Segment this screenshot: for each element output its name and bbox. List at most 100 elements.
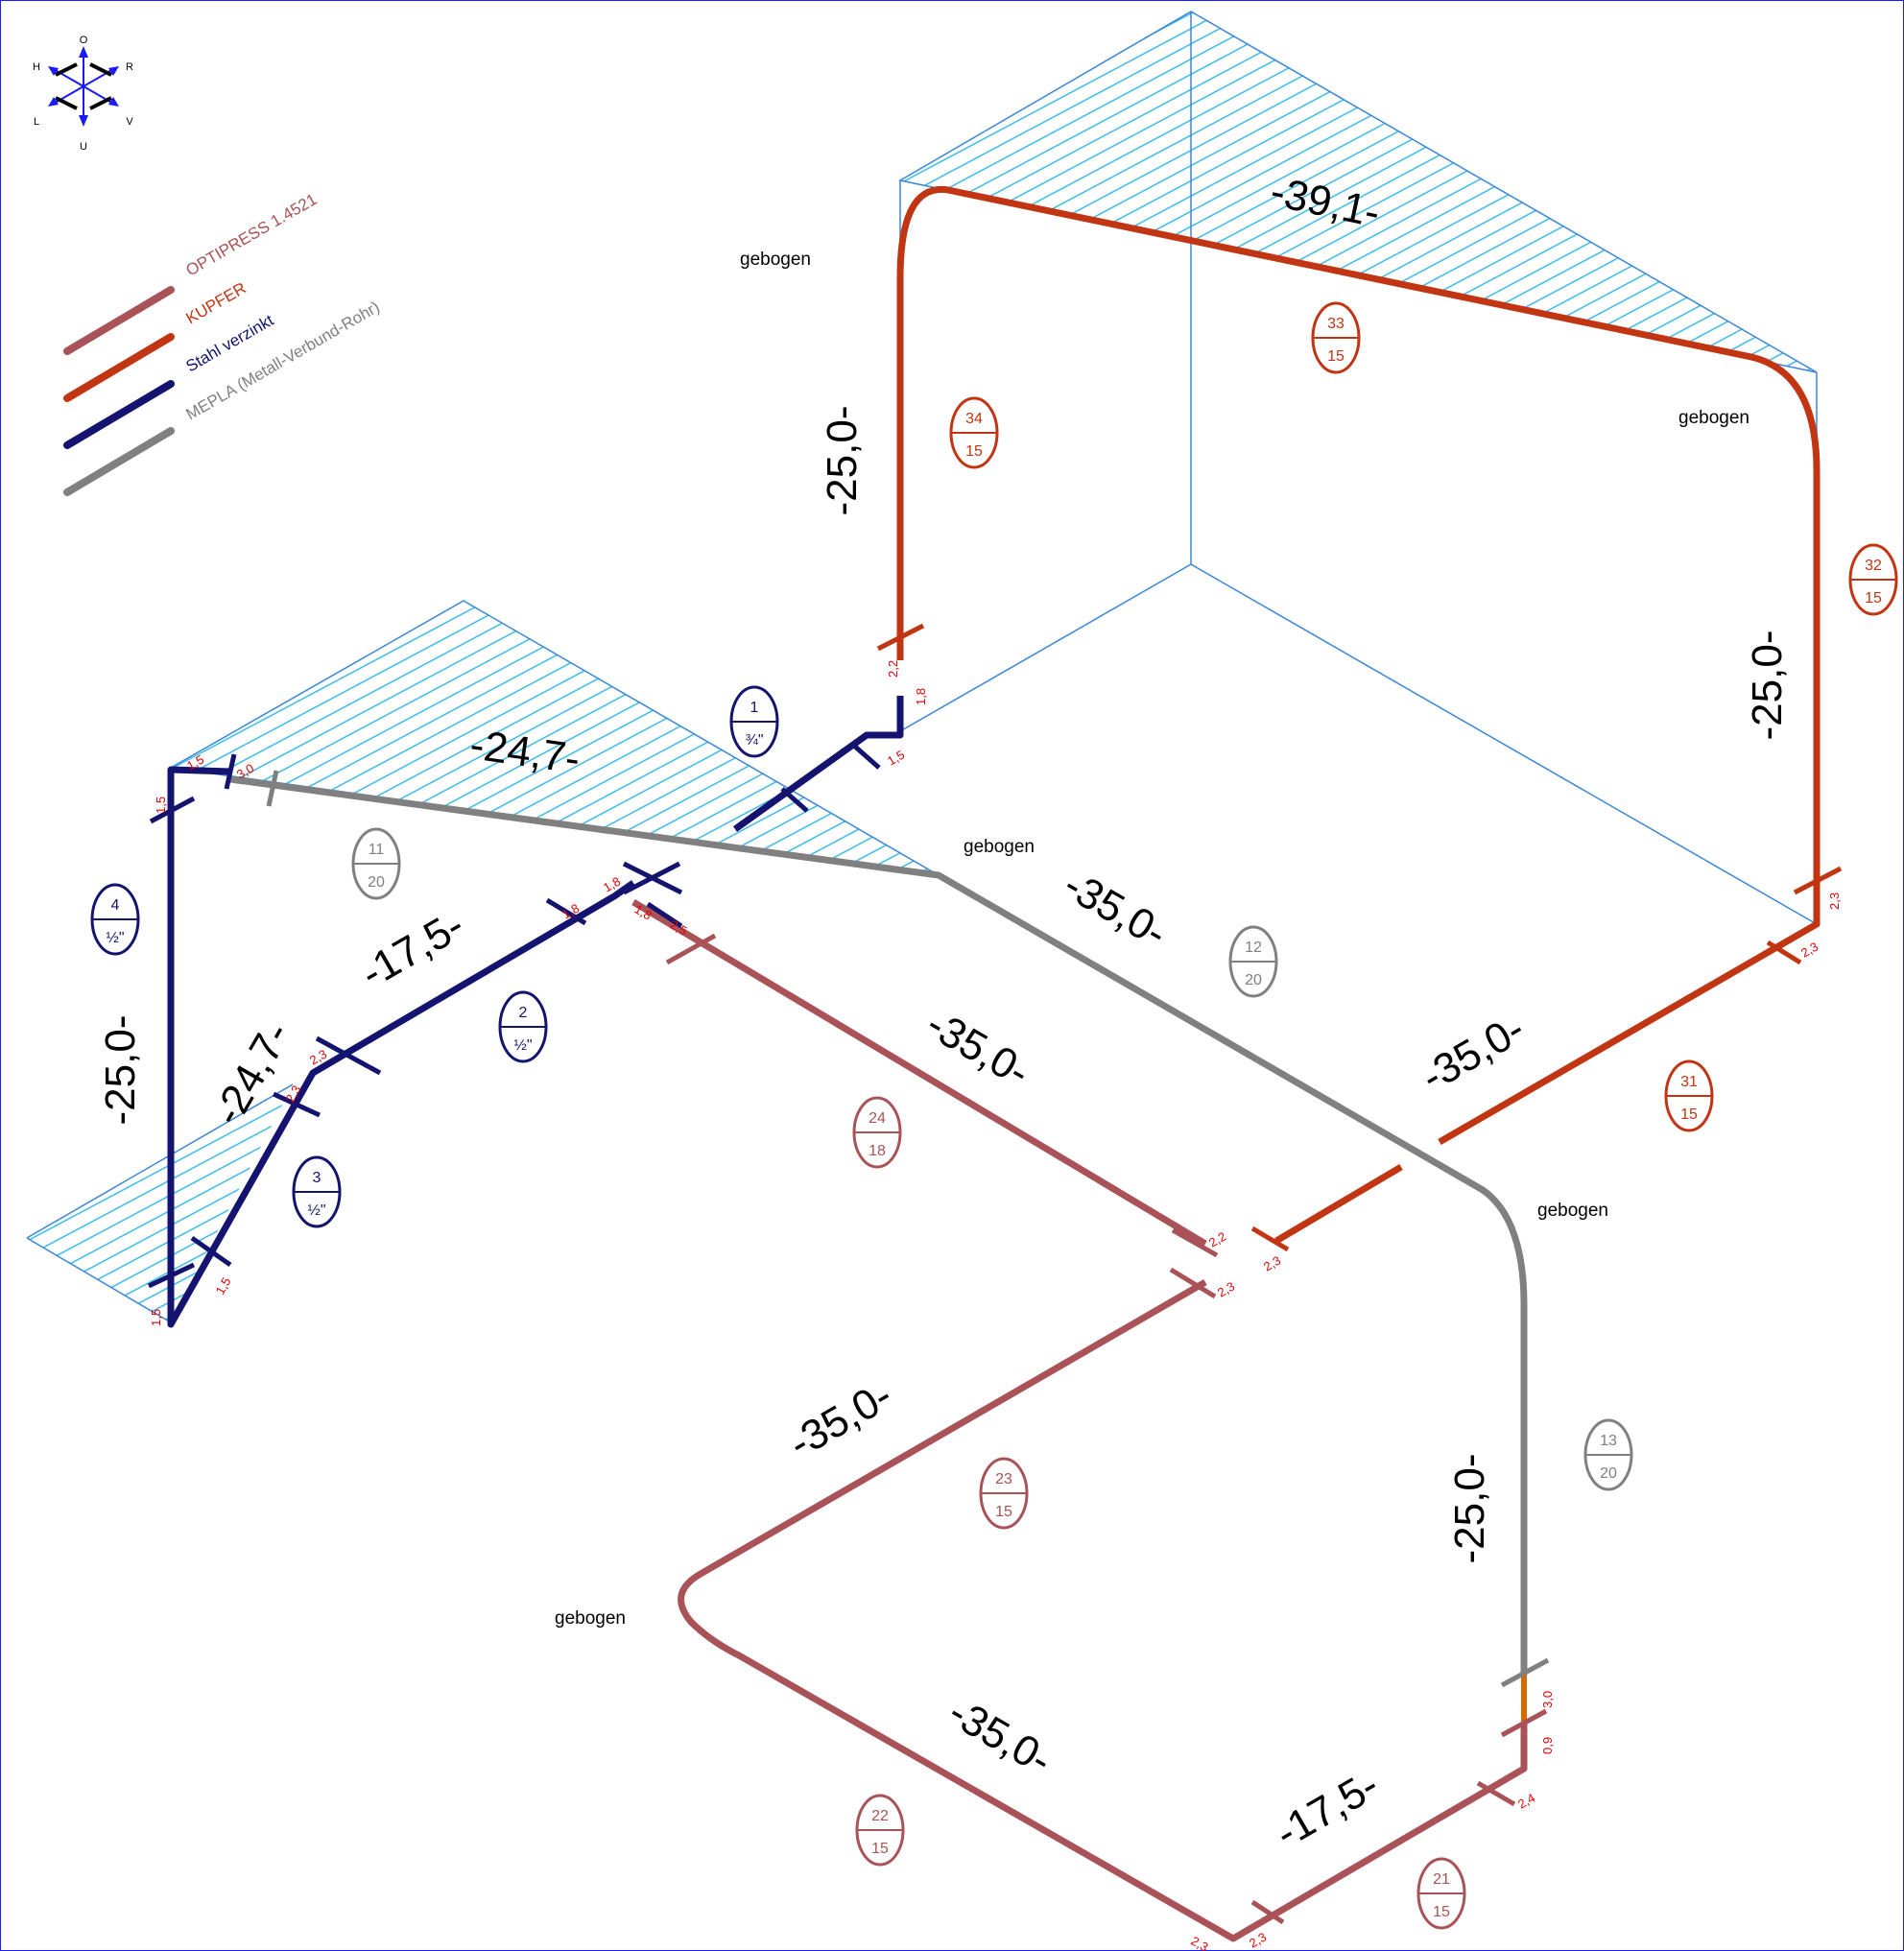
fitting-label: 2,3 bbox=[1827, 892, 1842, 910]
pipe-mepla-main bbox=[229, 775, 1528, 1675]
pipe-stahl-main bbox=[167, 766, 636, 1328]
segment-dimension: ½" bbox=[106, 930, 124, 946]
fitting-label: 0,9 bbox=[1540, 1737, 1555, 1754]
note-gebogen: gebogen bbox=[1537, 1201, 1608, 1221]
fitting-label: 2,3 bbox=[1261, 1253, 1283, 1274]
pipe-kupfer-main bbox=[896, 185, 1821, 1146]
direction-compass: O U H L R V bbox=[33, 35, 133, 153]
segment-number: 4 bbox=[111, 897, 120, 914]
dimension-label: -25,0- bbox=[97, 1015, 144, 1126]
fitting-label: 1,8 bbox=[914, 688, 928, 705]
segment-number: 33 bbox=[1327, 316, 1345, 332]
dimension-label: -17,5- bbox=[1268, 1761, 1387, 1857]
compass-label-o: O bbox=[80, 35, 88, 46]
fitting-label: 2,4 bbox=[1515, 1791, 1537, 1812]
bend-notes: gebogen gebogen gebogen gebogen gebogen bbox=[555, 250, 1749, 1629]
segment-number: 34 bbox=[965, 411, 983, 427]
dimension-label: -35,0- bbox=[781, 1371, 900, 1467]
segment-marker-2: 2 ½" bbox=[498, 990, 548, 1063]
legend-swatch-kupfer bbox=[63, 333, 175, 402]
compass-label-u: U bbox=[80, 141, 87, 153]
segment-number: 3 bbox=[313, 1170, 321, 1186]
dimension-label: -25,0- bbox=[1446, 1454, 1493, 1564]
offset-plane-top bbox=[897, 11, 1818, 925]
segment-dimension: 15 bbox=[1433, 1904, 1450, 1920]
fitting-label: 2,2 bbox=[886, 660, 900, 678]
segment-marker-24: 24 18 bbox=[852, 1096, 902, 1169]
legend-swatch-mepla bbox=[63, 427, 175, 496]
compass-label-r: R bbox=[126, 61, 133, 73]
offset-plane-left bbox=[26, 600, 940, 1323]
compass-label-l: L bbox=[34, 116, 39, 128]
segment-number: 1 bbox=[750, 700, 759, 716]
segment-marker-13: 13 20 bbox=[1583, 1418, 1633, 1491]
segment-dimension: 15 bbox=[1865, 590, 1882, 607]
segment-number: 23 bbox=[995, 1471, 1012, 1487]
fitting-label: 2,2 bbox=[1206, 1229, 1228, 1250]
dimension-label: -25,0- bbox=[1744, 631, 1791, 741]
segment-number: 22 bbox=[871, 1808, 889, 1824]
legend-swatch-stahl bbox=[63, 380, 175, 449]
pipe-optipress-lower bbox=[678, 1278, 1528, 1942]
segment-dimension: ¾" bbox=[745, 732, 763, 749]
segment-dimension: 20 bbox=[1245, 972, 1262, 988]
segment-number: 24 bbox=[869, 1110, 886, 1127]
fitting-label: 1,5 bbox=[885, 748, 907, 769]
segment-number: 12 bbox=[1245, 940, 1262, 956]
pipe-optipress-upper bbox=[631, 898, 1207, 1248]
segment-dimension: 18 bbox=[869, 1143, 886, 1159]
segment-marker-31: 31 15 bbox=[1664, 1059, 1714, 1132]
fitting-label: 2,3 bbox=[1189, 1934, 1211, 1951]
segment-marker-4: 4 ½" bbox=[90, 883, 140, 956]
segment-marker-1: 1 ¾" bbox=[729, 685, 779, 758]
segment-number: 2 bbox=[519, 1005, 528, 1021]
pipe-stahl-riser bbox=[732, 696, 904, 832]
dimension-label: -35,0- bbox=[1056, 861, 1175, 957]
pipe-network bbox=[167, 185, 1821, 1942]
fitting-label: 1,5 bbox=[154, 797, 168, 814]
dimension-label: -35,0- bbox=[1414, 1005, 1533, 1101]
note-gebogen: gebogen bbox=[740, 250, 811, 270]
segment-number: 11 bbox=[369, 842, 385, 858]
fitting-label: 2,3 bbox=[1247, 1930, 1269, 1951]
fitting-label: 2,3 bbox=[1215, 1279, 1237, 1300]
legend-label-kupfer: KUPFER bbox=[183, 279, 250, 328]
segment-marker-11: 11 20 bbox=[351, 827, 401, 900]
segment-marker-21: 21 15 bbox=[1416, 1857, 1466, 1930]
segment-marker-23: 23 15 bbox=[979, 1457, 1029, 1530]
segment-dimension: 20 bbox=[1600, 1465, 1617, 1482]
legend-label-optipress: OPTIPRESS 1.4521 bbox=[183, 190, 321, 279]
fitting-label: 1,5 bbox=[213, 1274, 234, 1297]
dimension-label: -35,0- bbox=[940, 1688, 1059, 1784]
legend-swatch-optipress bbox=[63, 286, 175, 355]
fitting-label: 3,0 bbox=[1540, 1691, 1555, 1708]
segment-marker-34: 34 15 bbox=[949, 396, 999, 469]
compass-label-h: H bbox=[33, 61, 40, 73]
segment-marker-12: 12 20 bbox=[1228, 925, 1278, 998]
segment-dimension: 15 bbox=[1680, 1106, 1698, 1123]
compass-star-icon bbox=[48, 46, 119, 127]
segment-number: 21 bbox=[1433, 1871, 1450, 1888]
segment-dimension: 15 bbox=[1327, 348, 1345, 365]
segment-dimension: 15 bbox=[871, 1841, 889, 1857]
compass-label-v: V bbox=[126, 116, 133, 128]
fitting-label: 1,5 bbox=[149, 1309, 163, 1326]
note-gebogen: gebogen bbox=[1678, 408, 1749, 428]
dimension-labels: -39,1- -25,0- -25,0- -24,7- -35,0- -17,5… bbox=[97, 168, 1791, 1857]
dimension-label: -17,5- bbox=[353, 901, 472, 997]
fitting-marks bbox=[147, 623, 1843, 1929]
segment-marker-32: 32 15 bbox=[1848, 543, 1898, 616]
segment-markers: 1 ¾" 2 ½" 3 ½" 4 ½" 11 20 12 20 13 20 21 15 22 15 23 15 24 18… bbox=[90, 301, 1898, 1930]
segment-dimension: ½" bbox=[307, 1202, 325, 1219]
segment-number: 13 bbox=[1600, 1433, 1617, 1449]
segment-marker-33: 33 15 bbox=[1311, 301, 1361, 374]
note-gebogen: gebogen bbox=[555, 1608, 626, 1629]
note-gebogen: gebogen bbox=[964, 837, 1035, 857]
segment-dimension: 15 bbox=[995, 1504, 1012, 1520]
fitting-label: 2,3 bbox=[1798, 940, 1821, 961]
material-legend: OPTIPRESS 1.4521 KUPFER Stahl verzinkt M… bbox=[63, 190, 383, 496]
segment-number: 32 bbox=[1865, 558, 1882, 574]
pipe-kupfer-stub bbox=[1274, 1163, 1403, 1245]
segment-dimension: ½" bbox=[513, 1037, 532, 1054]
